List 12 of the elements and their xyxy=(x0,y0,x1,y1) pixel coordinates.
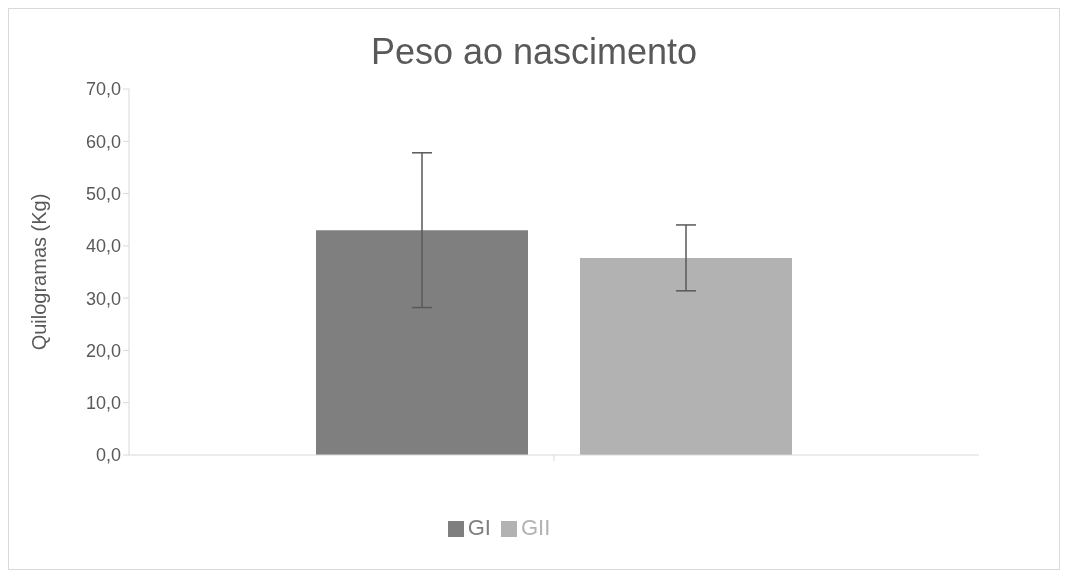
y-tick-label: 10,0 xyxy=(85,393,121,414)
legend-label: GI xyxy=(467,515,491,540)
y-tick-label: 0,0 xyxy=(95,445,121,466)
y-axis-title: Quilogramas (Kg) xyxy=(28,193,51,351)
y-tick-label: 20,0 xyxy=(85,340,121,361)
chart-title: Peso ao nascimento xyxy=(369,31,699,74)
y-tick-label: 30,0 xyxy=(85,288,121,309)
y-tick-label: 70,0 xyxy=(85,79,121,100)
y-tick-label: 60,0 xyxy=(85,131,121,152)
y-tick-label: 50,0 xyxy=(85,183,121,204)
y-tick-label: 40,0 xyxy=(85,236,121,257)
legend-label: GII xyxy=(520,515,551,540)
